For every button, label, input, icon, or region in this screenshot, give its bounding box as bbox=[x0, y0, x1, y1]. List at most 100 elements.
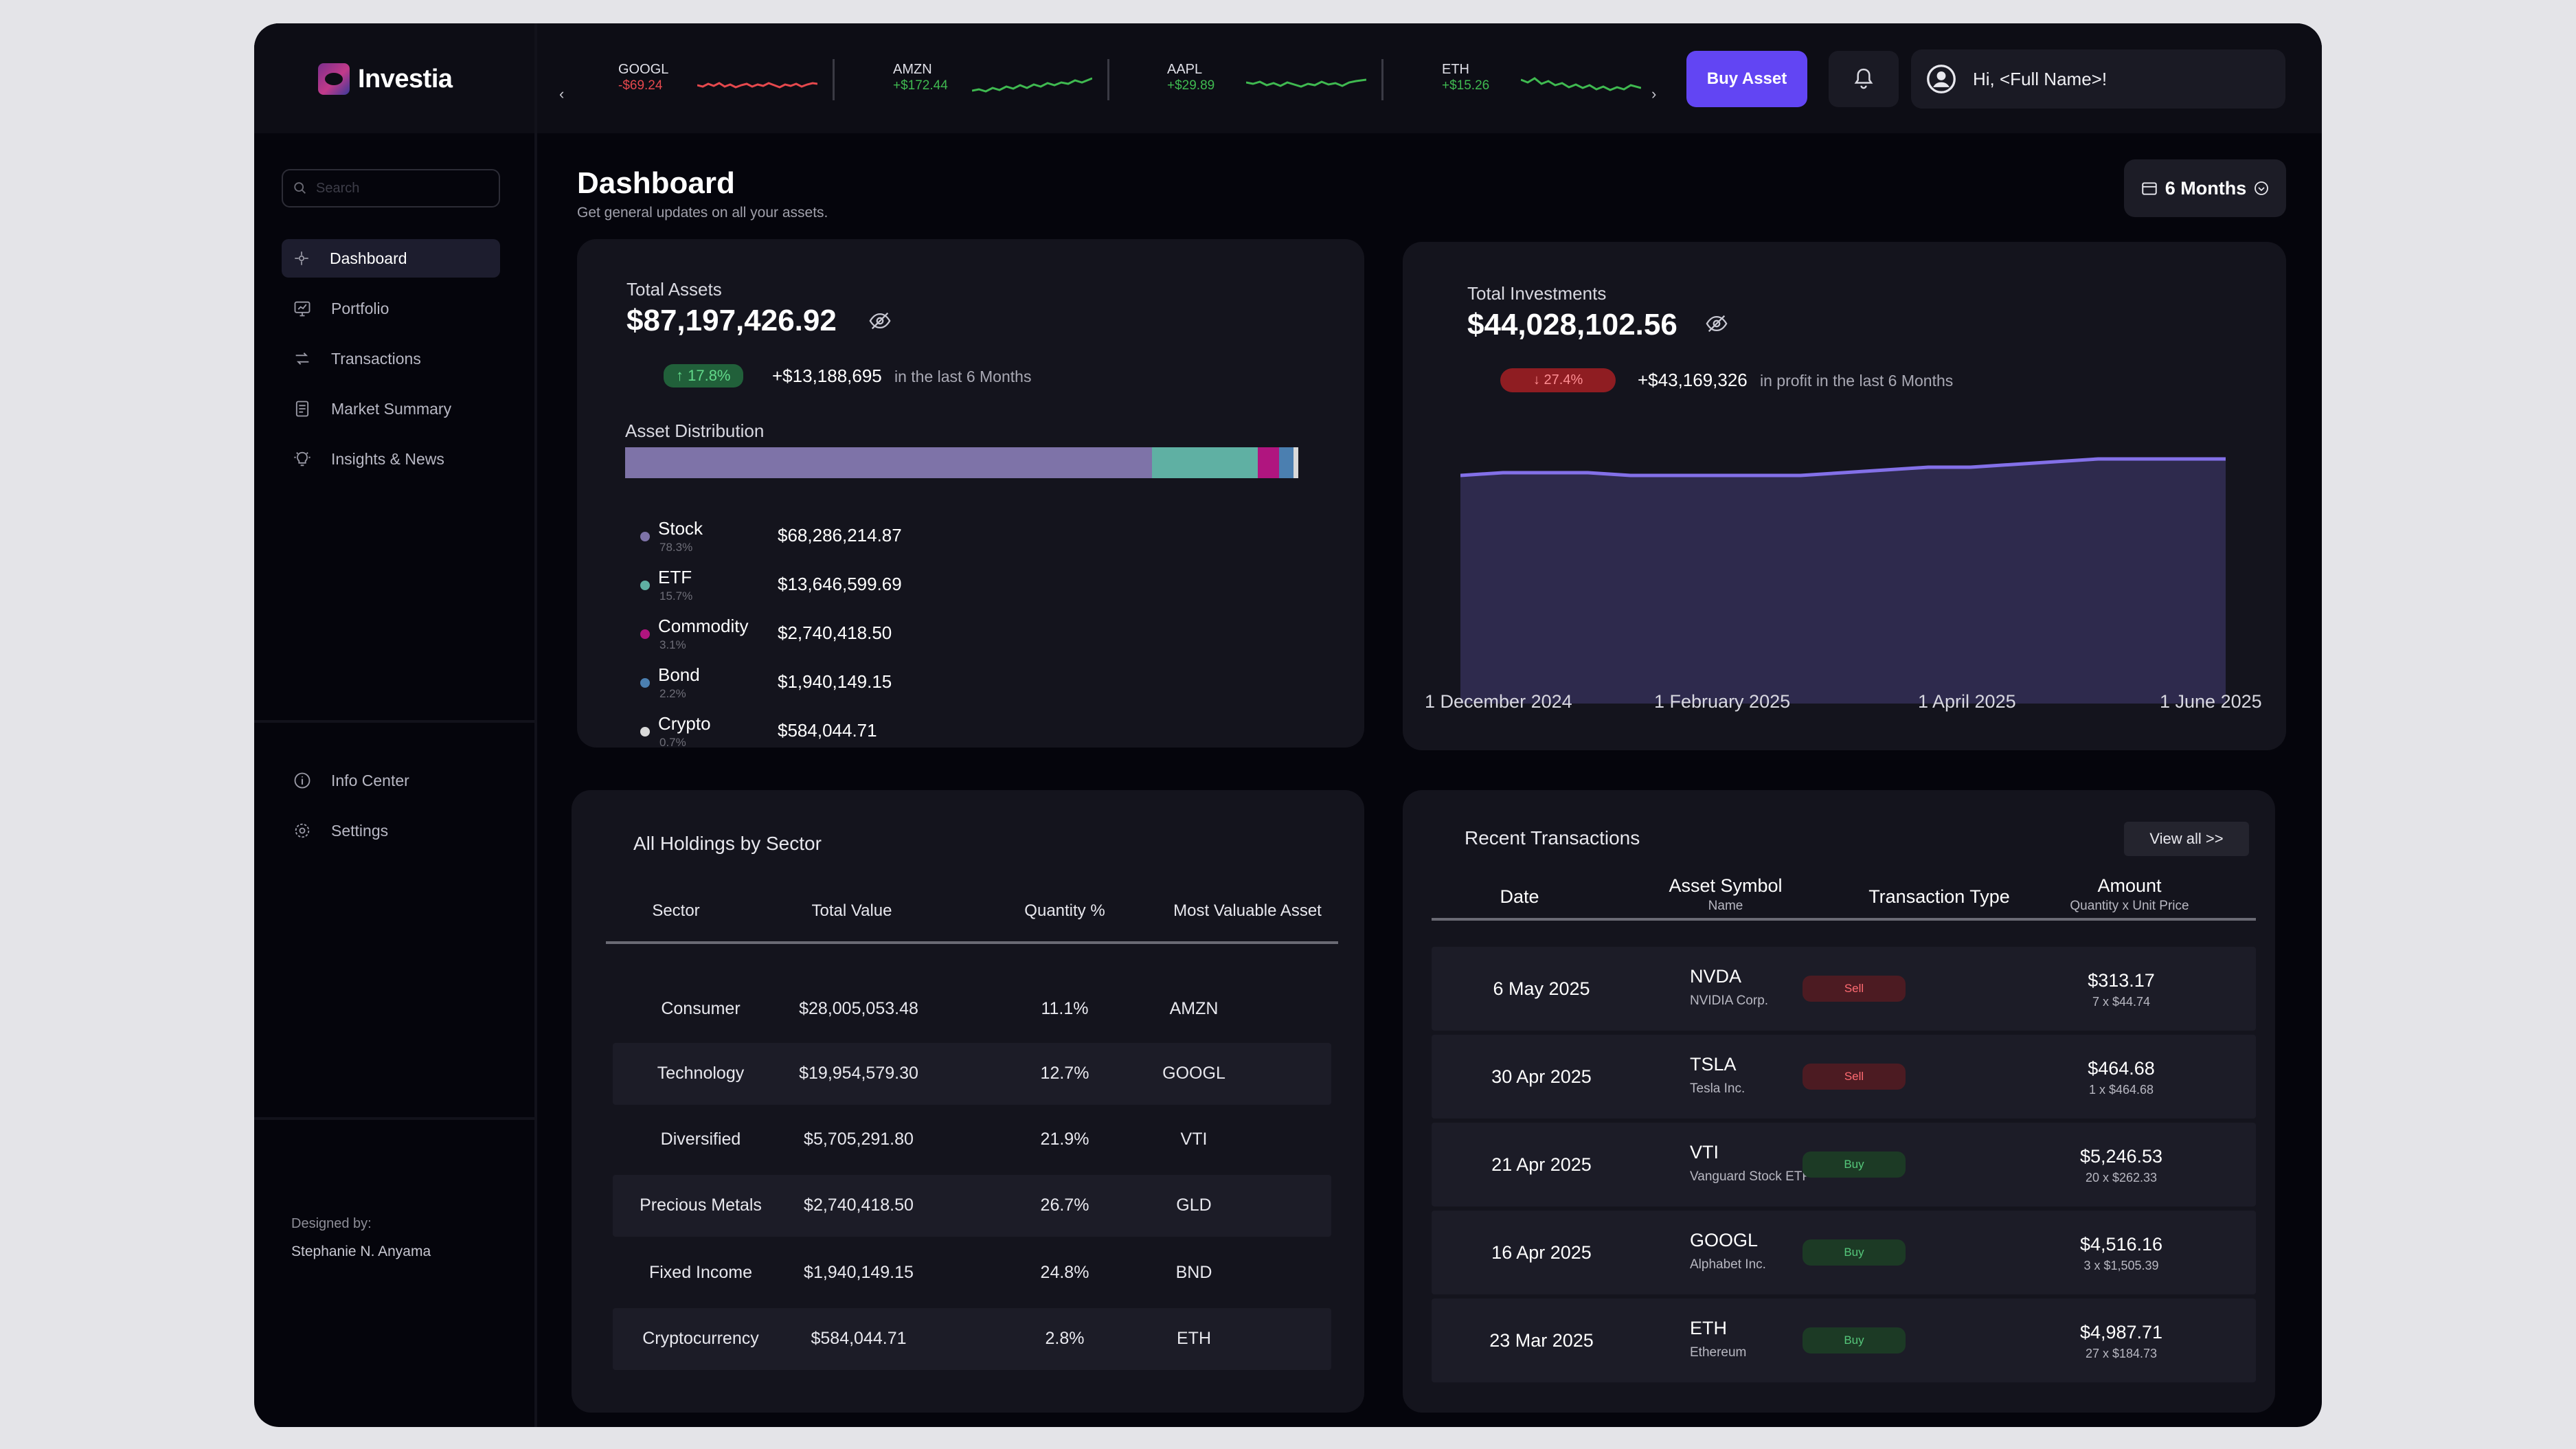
table-row[interactable]: Diversified $5,705,291.80 21.9% VTI bbox=[613, 1109, 1331, 1171]
sidebar-item-label: Portfolio bbox=[331, 299, 389, 317]
info-icon bbox=[294, 772, 310, 789]
total-assets-value: $87,197,426.92 bbox=[626, 304, 837, 337]
table-row[interactable]: Fixed Income $1,940,149.15 24.8% BND bbox=[613, 1242, 1331, 1304]
total-investments-change-amount: +$43,169,326 bbox=[1638, 370, 1748, 390]
notifications-button[interactable] bbox=[1829, 51, 1899, 107]
market-summary-icon bbox=[295, 401, 309, 417]
table-row[interactable]: Precious Metals $2,740,418.50 26.7% GLD bbox=[613, 1175, 1331, 1237]
ticker-change: +$15.26 bbox=[1442, 78, 1490, 93]
table-row[interactable]: 30 Apr 2025 TSLA Tesla Inc. Sell $464.68… bbox=[1432, 1035, 2256, 1119]
user-menu[interactable]: Hi, <Full Name>! bbox=[1911, 49, 2285, 109]
sidebar-item-insights-news[interactable]: Insights & News bbox=[282, 440, 500, 478]
total-value-cell: $5,705,291.80 bbox=[804, 1130, 914, 1149]
total-assets-label: Total Assets bbox=[626, 279, 722, 300]
legend-name: Stock bbox=[658, 518, 703, 539]
tx-name: Tesla Inc. bbox=[1690, 1081, 1745, 1096]
table-row[interactable]: 6 May 2025 NVDA NVIDIA Corp. Sell $313.1… bbox=[1432, 947, 2256, 1031]
table-row[interactable]: 21 Apr 2025 VTI Vanguard Stock ETF Buy $… bbox=[1432, 1123, 2256, 1206]
total-value-cell: $2,740,418.50 bbox=[804, 1195, 914, 1215]
tx-col-date[interactable]: Date bbox=[1500, 886, 1539, 907]
asset-cell: AMZN bbox=[1169, 999, 1219, 1018]
table-row[interactable]: 23 Mar 2025 ETH Ethereum Buy $4,987.71 2… bbox=[1432, 1299, 2256, 1382]
ticker-googl[interactable]: GOOGL -$69.24 bbox=[618, 62, 824, 124]
sidebar-item-dashboard[interactable]: Dashboard bbox=[282, 239, 500, 278]
holdings-header-divider bbox=[606, 941, 1338, 944]
legend-name: ETF bbox=[658, 567, 692, 587]
total-assets-change-amount: +$13,188,695 bbox=[772, 366, 882, 386]
sidebar-item-info-center[interactable]: Info Center bbox=[282, 761, 500, 800]
ticker-eth[interactable]: ETH +$15.26 bbox=[1442, 62, 1648, 124]
ticker-change: +$172.44 bbox=[893, 78, 948, 93]
buy-asset-button[interactable]: Buy Asset bbox=[1686, 51, 1807, 107]
eye-off-icon[interactable] bbox=[1705, 313, 1728, 334]
legend-name: Bond bbox=[658, 664, 700, 685]
sidebar-item-transactions[interactable]: Transactions bbox=[282, 339, 500, 378]
period-select[interactable]: 6 Months bbox=[2124, 159, 2286, 217]
search-icon bbox=[294, 182, 306, 194]
total-investments-change-note: in profit in the last 6 Months bbox=[1760, 372, 1954, 390]
legend-name: Commodity bbox=[658, 616, 749, 636]
ticker-next-icon[interactable]: › bbox=[1651, 85, 1657, 102]
table-row[interactable]: 16 Apr 2025 GOOGL Alphabet Inc. Buy $4,5… bbox=[1432, 1211, 2256, 1294]
sector-cell: Fixed Income bbox=[648, 1263, 753, 1282]
tx-calc: 20 x $262.33 bbox=[2085, 1171, 2158, 1184]
sell-badge: Sell bbox=[1803, 1064, 1906, 1090]
tx-symbol: VTI bbox=[1690, 1142, 1719, 1162]
ticker-symbol: GOOGL bbox=[618, 62, 669, 77]
ticker-prev-icon[interactable]: ‹ bbox=[559, 85, 565, 102]
legend-value: $584,044.71 bbox=[778, 720, 877, 741]
sparkline-eth bbox=[1521, 77, 1641, 91]
search-box[interactable] bbox=[282, 169, 500, 207]
insights-icon bbox=[294, 451, 310, 467]
tx-col-amount[interactable]: Amount bbox=[2097, 875, 2162, 896]
tx-amount: $4,987.71 bbox=[2079, 1322, 2163, 1343]
investments-series-line bbox=[1460, 457, 2226, 478]
brand-logo[interactable]: Investia bbox=[318, 63, 453, 95]
tx-symbol: ETH bbox=[1690, 1318, 1727, 1338]
x-axis-label: 1 February 2025 bbox=[1654, 691, 1791, 712]
ticker-divider bbox=[1381, 59, 1383, 100]
search-input[interactable] bbox=[316, 180, 488, 196]
x-axis-label: 1 June 2025 bbox=[2160, 691, 2262, 712]
sidebar-item-label: Transactions bbox=[331, 349, 421, 368]
buy-badge: Buy bbox=[1803, 1152, 1906, 1178]
recent-transactions-title: Recent Transactions bbox=[1465, 827, 1640, 849]
sparkline-googl bbox=[697, 82, 817, 89]
brand-name: Investia bbox=[358, 64, 453, 93]
tx-date: 21 Apr 2025 bbox=[1491, 1154, 1592, 1175]
tx-col-type[interactable]: Transaction Type bbox=[1868, 886, 2010, 907]
holdings-col-quantity[interactable]: Quantity % bbox=[1024, 901, 1105, 920]
tx-col-amount-sub: Quantity x Unit Price bbox=[2070, 899, 2189, 913]
table-row[interactable]: Consumer $28,005,053.48 11.1% AMZN bbox=[613, 978, 1331, 1040]
tx-amount: $4,516.16 bbox=[2079, 1234, 2163, 1255]
asset-distribution-label: Asset Distribution bbox=[625, 420, 765, 441]
ticker-divider bbox=[1107, 59, 1109, 100]
ticker-amzn[interactable]: AMZN +$172.44 bbox=[893, 62, 1099, 124]
table-row[interactable]: Technology $19,954,579.30 12.7% GOOGL bbox=[613, 1043, 1331, 1105]
ticker-aapl[interactable]: AAPL +$29.89 bbox=[1167, 62, 1373, 124]
tx-date: 30 Apr 2025 bbox=[1491, 1066, 1592, 1087]
tx-col-symbol[interactable]: Asset Symbol bbox=[1669, 875, 1783, 896]
sidebar-item-portfolio[interactable]: Portfolio bbox=[282, 289, 500, 328]
total-value-cell: $1,940,149.15 bbox=[804, 1263, 914, 1282]
view-all-button[interactable]: View all >> bbox=[2124, 822, 2249, 856]
total-investments-label: Total Investments bbox=[1467, 283, 1607, 304]
sidebar-item-settings[interactable]: Settings bbox=[282, 811, 500, 850]
total-investments-change-badge: ↓ 27.4% bbox=[1500, 368, 1616, 392]
table-row[interactable]: Cryptocurrency $584,044.71 2.8% ETH bbox=[613, 1308, 1331, 1370]
asset-cell: ETH bbox=[1177, 1329, 1211, 1348]
holdings-col-sector[interactable]: Sector bbox=[652, 901, 700, 920]
legend-value: $13,646,599.69 bbox=[778, 574, 902, 594]
designer-name: Stephanie N. Anyama bbox=[291, 1244, 431, 1259]
holdings-col-total-value[interactable]: Total Value bbox=[811, 901, 892, 920]
gear-icon bbox=[295, 823, 310, 838]
holdings-col-most-valuable[interactable]: Most Valuable Asset bbox=[1173, 901, 1322, 920]
distribution-segment-stock bbox=[625, 447, 1153, 478]
eye-off-icon[interactable] bbox=[868, 311, 892, 331]
sidebar-item-market-summary[interactable]: Market Summary bbox=[282, 390, 500, 428]
legend-pct: 15.7% bbox=[659, 589, 693, 603]
ticker-symbol: AMZN bbox=[893, 62, 932, 77]
tx-header-divider bbox=[1432, 918, 2256, 921]
tx-name: Alphabet Inc. bbox=[1690, 1257, 1766, 1272]
tx-amount: $464.68 bbox=[2088, 1058, 2155, 1079]
